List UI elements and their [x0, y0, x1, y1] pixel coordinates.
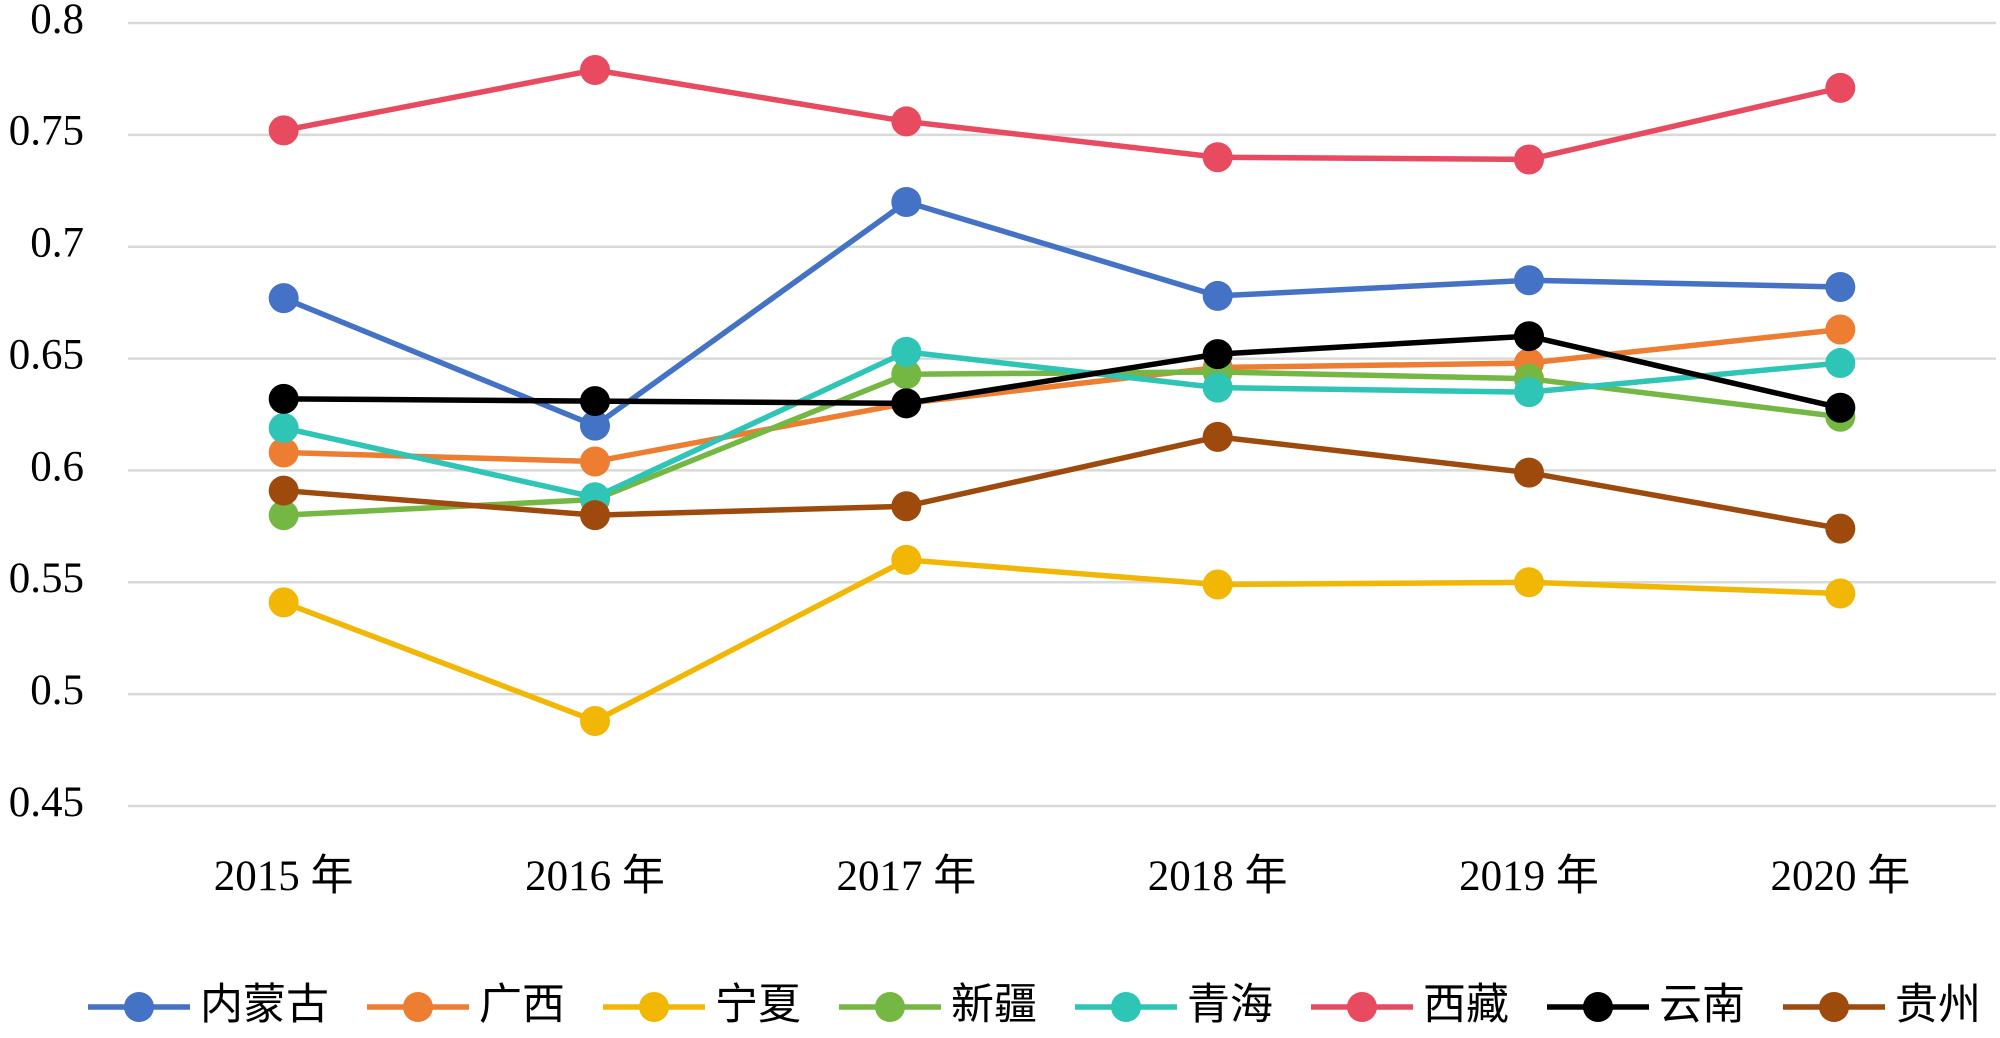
line: [283, 434, 1841, 532]
marker: [1825, 348, 1856, 379]
marker: [268, 412, 299, 443]
marker: [1202, 372, 1233, 403]
legend-label: 广西: [479, 982, 565, 1029]
legend-marker: [875, 992, 905, 1022]
legend-label: 新疆: [951, 982, 1037, 1029]
y-tick-label: 0.6: [30, 443, 84, 490]
marker: [1825, 314, 1856, 345]
marker: [268, 383, 299, 414]
legend-marker: [1347, 992, 1377, 1022]
y-tick-label: 0.75: [9, 108, 84, 155]
marker: [1202, 280, 1233, 311]
marker: [1202, 569, 1233, 600]
y-tick-label: 0.45: [9, 779, 84, 826]
x-tick-label: 2016 年: [525, 853, 665, 900]
legend-label: 云南: [1659, 982, 1745, 1029]
legend-marker: [1819, 992, 1849, 1022]
marker: [268, 437, 299, 468]
marker: [1825, 578, 1856, 609]
marker: [1202, 421, 1233, 452]
line: [283, 67, 1841, 163]
marker: [891, 359, 922, 390]
legend-marker: [1583, 992, 1613, 1022]
marker: [580, 500, 610, 531]
y-tick-label: 0.8: [30, 0, 84, 43]
legend-label: 贵州: [1895, 982, 1981, 1029]
x-tick-label: 2018 年: [1148, 853, 1288, 900]
legend-label: 西藏: [1423, 982, 1509, 1029]
marker: [1514, 567, 1544, 598]
legend-label: 青海: [1187, 982, 1273, 1029]
marker: [268, 283, 299, 314]
legend-marker: [124, 992, 154, 1022]
legend-label: 宁夏: [715, 982, 801, 1029]
y-tick-label: 0.7: [30, 220, 84, 267]
legend-marker: [403, 992, 433, 1022]
marker: [1514, 377, 1544, 408]
marker: [891, 336, 922, 367]
legend-label: 内蒙古: [200, 982, 329, 1029]
marker: [580, 54, 610, 85]
marker: [580, 705, 610, 736]
line: [283, 333, 1841, 411]
x-tick-label: 2015 年: [214, 853, 354, 900]
marker: [1825, 271, 1856, 302]
x-tick-label: 2017 年: [836, 853, 976, 900]
marker: [1514, 144, 1544, 175]
marker: [891, 106, 922, 137]
marker: [580, 410, 610, 441]
marker: [268, 475, 299, 506]
x-tick-label: 2020 年: [1770, 853, 1910, 900]
marker: [1202, 339, 1233, 370]
y-tick-label: 0.5: [30, 667, 84, 714]
line: [282, 557, 1841, 724]
x-tick-label: 2019 年: [1459, 853, 1599, 900]
legend-marker: [1111, 992, 1141, 1022]
marker: [891, 544, 922, 575]
marker: [891, 186, 922, 217]
marker: [1514, 321, 1544, 352]
legend-marker: [639, 992, 669, 1022]
marker: [891, 388, 922, 419]
line: [283, 349, 1841, 501]
y-tick-label: 0.55: [9, 555, 84, 602]
marker: [891, 491, 922, 522]
marker: [1825, 392, 1856, 423]
marker: [1514, 265, 1544, 296]
marker: [1202, 142, 1233, 173]
line: [282, 199, 1841, 429]
marker: [1825, 513, 1856, 544]
marker: [580, 446, 610, 477]
line: [283, 326, 1841, 465]
y-tick-label: 0.65: [9, 331, 84, 378]
marker: [580, 386, 610, 417]
marker: [1514, 457, 1544, 488]
marker: [268, 500, 299, 531]
marker: [1825, 72, 1856, 103]
marker: [268, 115, 299, 146]
marker: [268, 587, 299, 618]
